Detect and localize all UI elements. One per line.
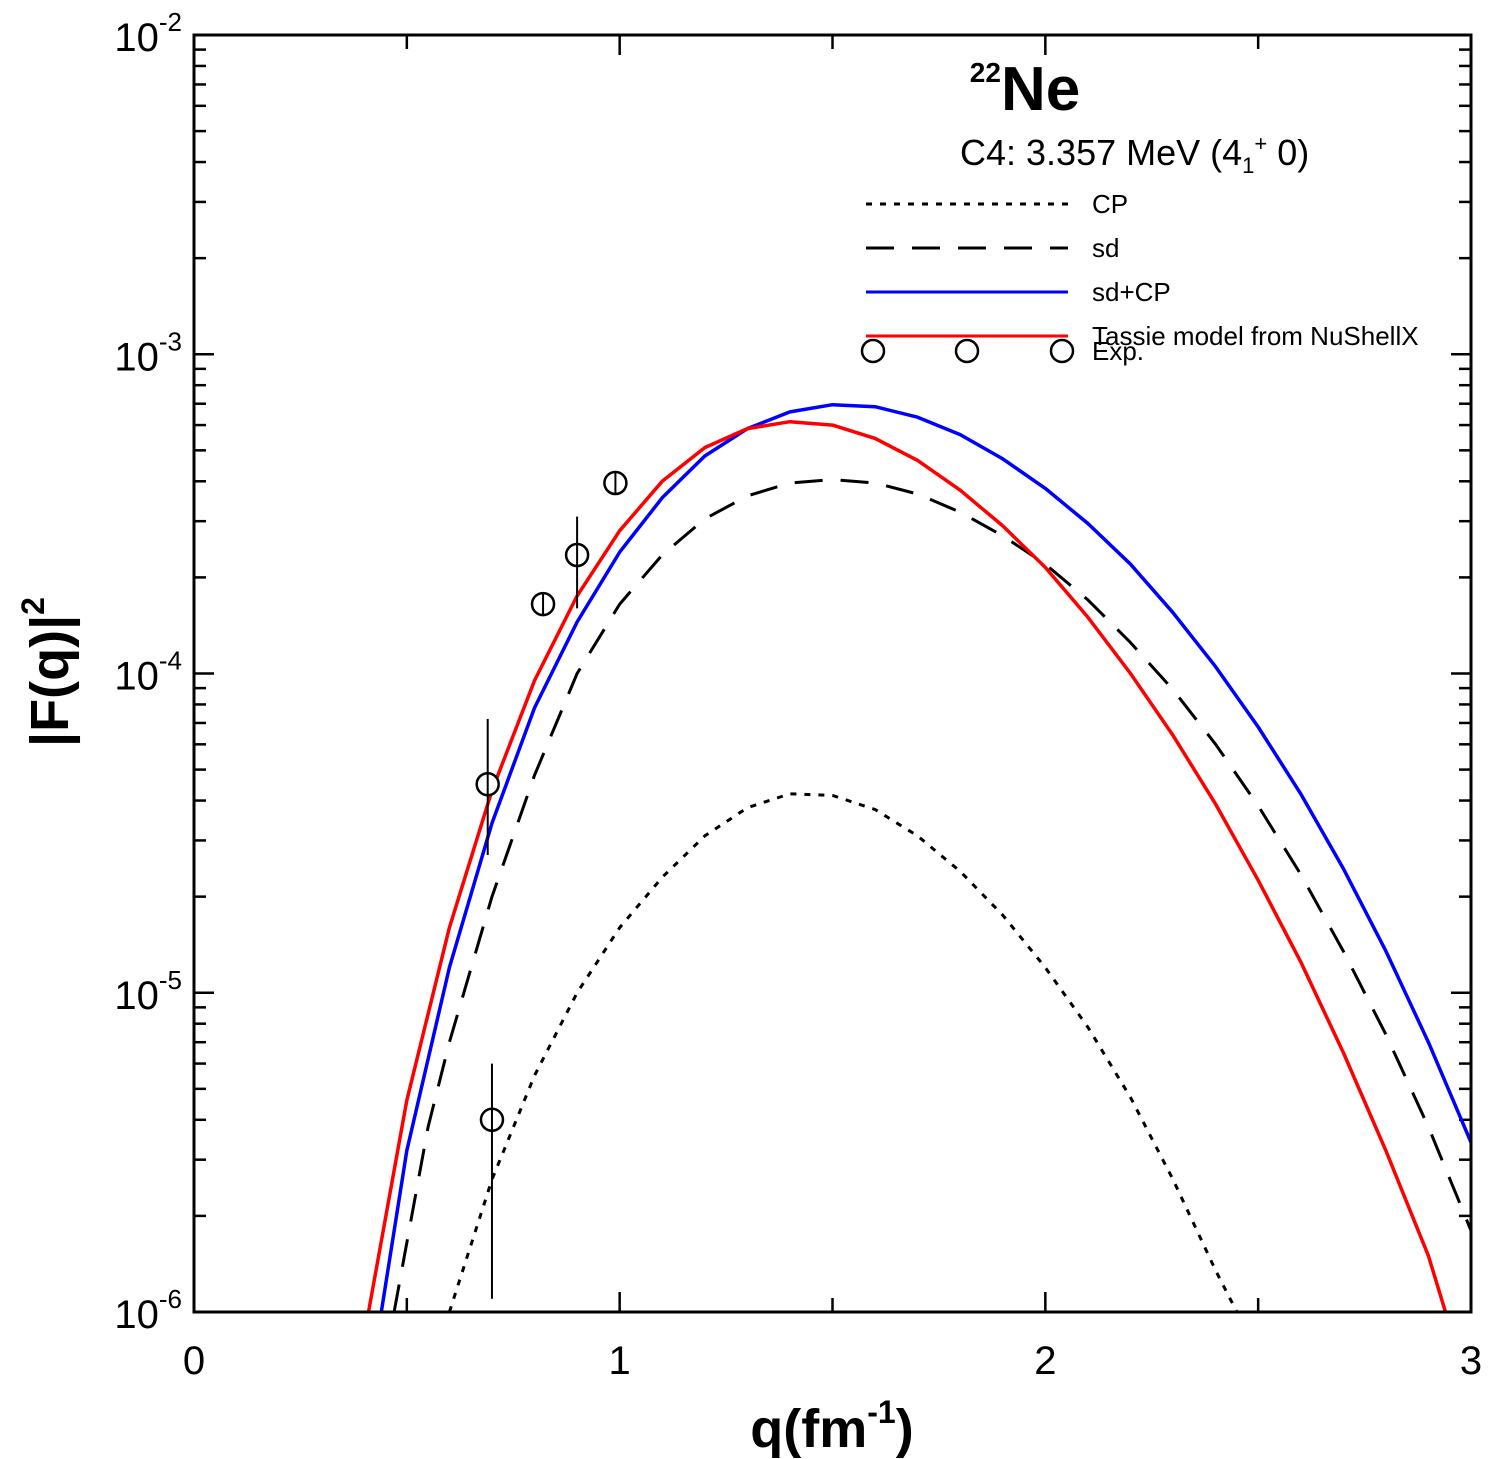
x-axis-title-close: ) (896, 1399, 914, 1459)
title-mass-number: 22 (970, 57, 1001, 88)
legend-label: sd+CP (1092, 277, 1171, 307)
y-tick-label: 10-3 (114, 326, 182, 379)
legend-label: Exp. (1092, 336, 1144, 366)
series-line-sd-cp (379, 402, 1473, 1313)
y-tick-label: 10-5 (114, 965, 182, 1018)
series-line-tassie-model-from-nushellx (366, 419, 1448, 1313)
x-tick-label: 2 (1034, 1339, 1056, 1383)
y-tick-label: 10-4 (114, 646, 182, 699)
series-exp (475, 470, 628, 1299)
x-axis-title-sup: -1 (867, 1394, 895, 1430)
y-axis-title-sup: 2 (15, 597, 51, 615)
legend-marker (1049, 338, 1075, 364)
tick-labels: 0 1 2 3 10-2 10-3 10-4 10-5 10-6 (114, 7, 1482, 1383)
x-tick-label: 0 (183, 1339, 205, 1383)
legend-label: CP (1092, 189, 1128, 219)
x-tick-label: 3 (1460, 1339, 1482, 1383)
x-axis-title: q(fm-1) (750, 1394, 913, 1459)
axes-ticks (192, 35, 1473, 1314)
chart-title: 22Ne (970, 55, 1080, 124)
series-line-sd (392, 478, 1473, 1313)
x-tick-label: 1 (609, 1339, 631, 1383)
legend-label: sd (1092, 233, 1119, 263)
legend-entry: CP (866, 189, 1128, 219)
x-axis-title-main: q(fm (750, 1399, 867, 1459)
subtitle-suffix: 0) (1267, 132, 1309, 173)
series-line-cp (447, 792, 1239, 1313)
y-axis-title-main: |F(q)| (20, 615, 81, 747)
subtitle-sup: + (1254, 131, 1267, 156)
y-tick-label: 10-6 (114, 1284, 182, 1337)
chart-subtitle: C4: 3.357 MeV (41+ 0) (960, 131, 1309, 178)
y-tick-label: 10-2 (114, 7, 182, 60)
legend-marker (860, 338, 886, 364)
legend-entry: sd (866, 233, 1119, 263)
subtitle-sub: 1 (1242, 153, 1254, 178)
y-axis-title: |F(q)|2 (15, 597, 81, 747)
plot-frame (192, 33, 1473, 1314)
legend-marker (954, 338, 980, 364)
legend-label: Tassie model from NuShellX (1092, 321, 1419, 351)
subtitle-prefix: C4: 3.357 MeV (4 (960, 132, 1242, 173)
title-element: Ne (1001, 55, 1080, 124)
legend-entry: Tassie model from NuShellX (866, 321, 1419, 351)
legend-entry: Exp. (860, 336, 1144, 366)
series-layer (366, 402, 1473, 1313)
legend-entry: sd+CP (866, 277, 1171, 307)
